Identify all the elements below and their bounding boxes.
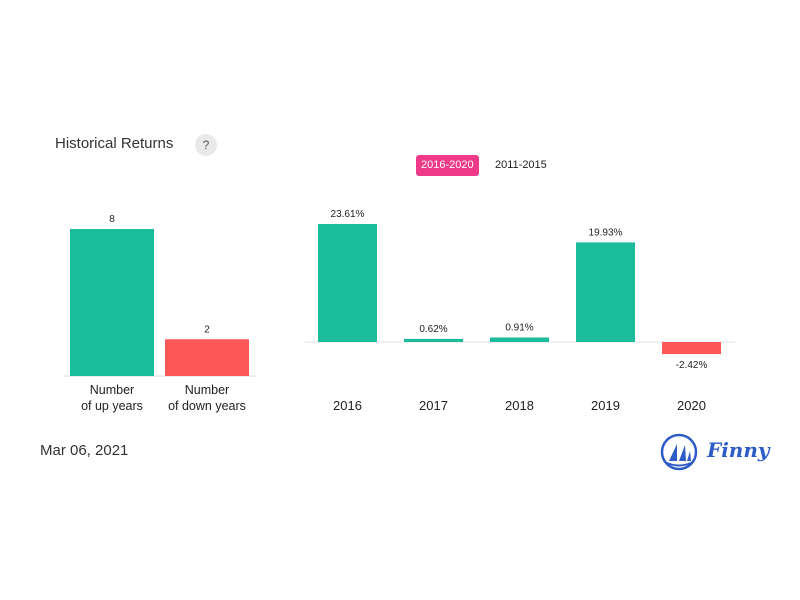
- count-category-label: of up years: [81, 399, 143, 413]
- count-category-label: Number: [90, 383, 134, 397]
- sailboat-icon: [660, 433, 698, 471]
- return-bar: [662, 342, 721, 355]
- year-tick-label: 2020: [677, 398, 706, 413]
- return-bar: [490, 337, 549, 342]
- return-bar: [404, 338, 463, 342]
- count-category-label: of down years: [168, 399, 246, 413]
- return-data-label: 0.91%: [505, 322, 533, 333]
- help-icon[interactable]: ?: [195, 134, 217, 156]
- return-data-label: 19.93%: [589, 227, 623, 238]
- return-data-label: -2.42%: [676, 360, 708, 371]
- count-data-label: 8: [109, 214, 115, 225]
- count-bar: [70, 229, 154, 376]
- tab-2011-2015[interactable]: 2011-2015: [495, 159, 547, 171]
- chart-title: Historical Returns: [55, 135, 174, 152]
- tab-2016-2020[interactable]: 2016-2020: [416, 155, 479, 176]
- year-tick-label: 2016: [333, 398, 362, 413]
- count-data-label: 2: [204, 324, 210, 335]
- return-data-label: 0.62%: [419, 324, 447, 335]
- year-tick-label: 2018: [505, 398, 534, 413]
- return-data-label: 23.61%: [331, 209, 365, 220]
- count-category-label: Number: [185, 383, 229, 397]
- return-bar: [318, 224, 377, 342]
- year-tick-label: 2017: [419, 398, 448, 413]
- finny-logo: Finny: [660, 432, 770, 472]
- year-tick-label: 2019: [591, 398, 620, 413]
- finny-wordmark: Finny: [707, 438, 770, 462]
- as-of-date: Mar 06, 2021: [40, 442, 129, 459]
- return-bar: [576, 242, 635, 342]
- count-bar: [165, 339, 249, 376]
